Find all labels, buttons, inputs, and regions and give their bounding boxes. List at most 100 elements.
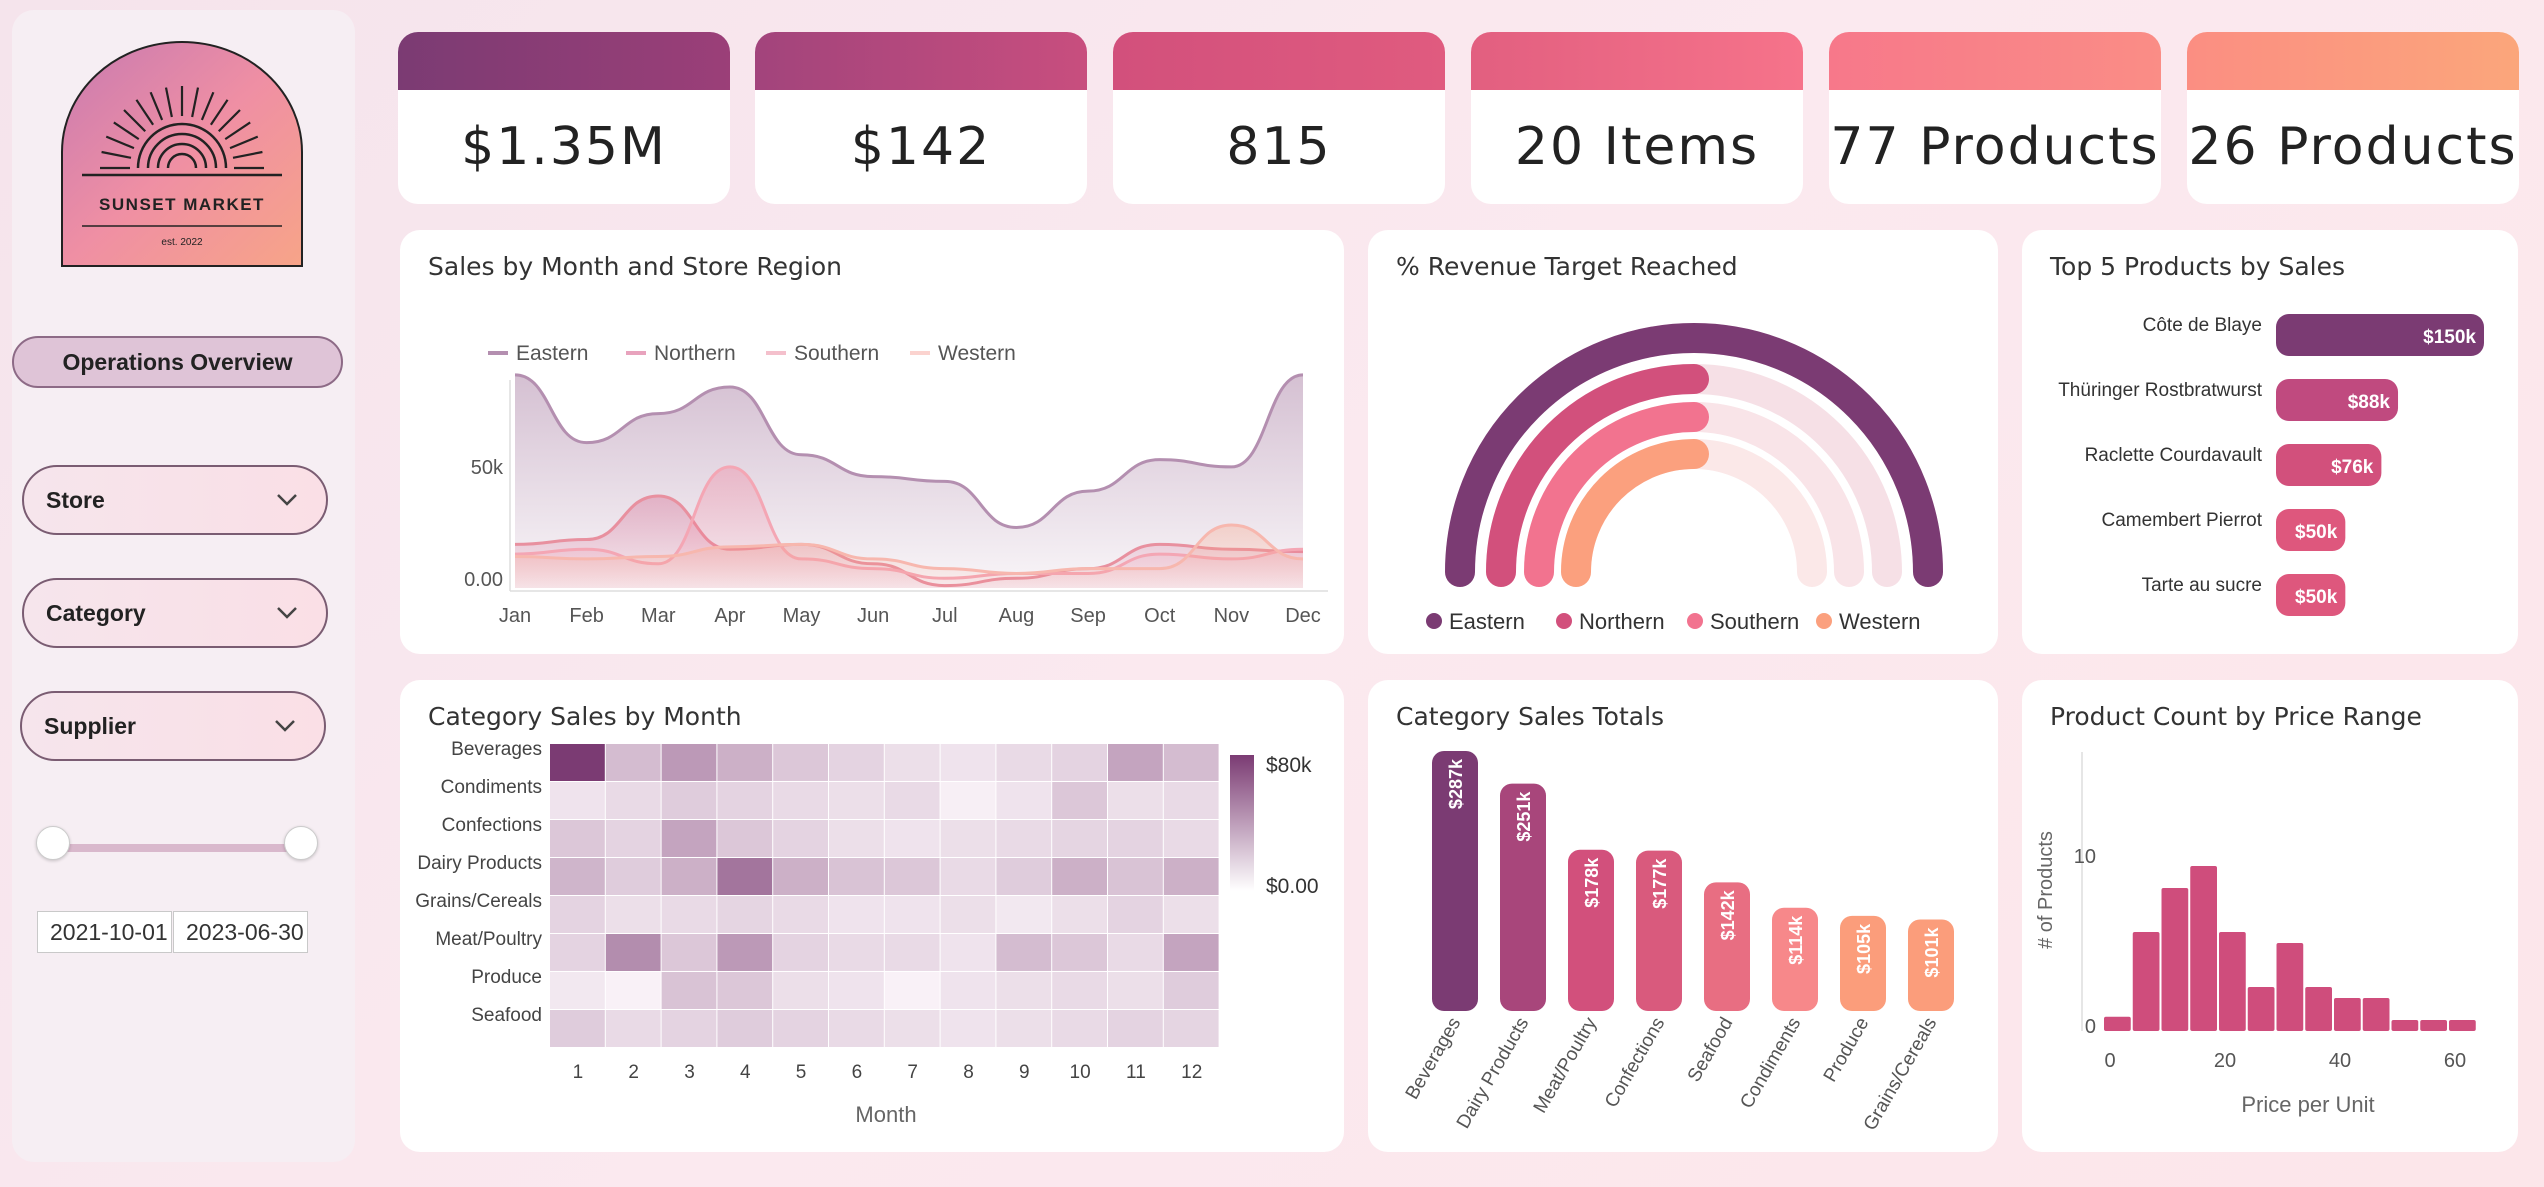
line-western	[514, 523, 1304, 575]
card-title: Category Sales Totals	[1396, 702, 1665, 731]
heatmap-cell	[717, 972, 773, 1009]
heatmap-cell	[1052, 972, 1107, 1009]
x-tick-label: Jan	[499, 605, 531, 627]
price-range-card: Product Count by Price Range 0 20 40 60 0 10 P…	[2022, 680, 2518, 1152]
heatmap-legend-max: $80k	[1266, 754, 1312, 777]
bar-category-label: Beverages	[1402, 1014, 1466, 1103]
heatmap-cell	[1108, 934, 1163, 971]
category-dropdown[interactable]: Category	[22, 578, 328, 648]
heatmap-cell	[1163, 782, 1219, 819]
bar-value-label: $287k	[1446, 758, 1466, 809]
heatmap-row-label: Seafood	[471, 1005, 542, 1026]
heatmap-legend-min: $0.00	[1266, 875, 1319, 898]
store-dropdown[interactable]: Store	[22, 465, 328, 535]
heatmap-cell	[773, 744, 828, 781]
x-tick-label: Nov	[1214, 605, 1250, 627]
supplier-dropdown[interactable]: Supplier	[20, 691, 326, 761]
x-tick-label: 0	[2104, 1050, 2115, 1072]
bar	[1568, 849, 1614, 1011]
heatmap-cell	[940, 934, 996, 971]
revenue-target-chart: Eastern Northern Southern Western	[1426, 323, 1943, 634]
heatmap-cell	[829, 972, 884, 1009]
heatmap-row-label: Confections	[442, 815, 542, 836]
heatmap-cell	[996, 820, 1052, 857]
line-eastern	[514, 373, 1304, 529]
bar-value-label: $76k	[2331, 457, 2374, 478]
legend-label-southern: Southern	[794, 342, 879, 365]
heatmap-cell	[661, 820, 717, 857]
histogram-bar	[2362, 998, 2390, 1031]
bar	[1908, 919, 1954, 1011]
bar-category-label: Tarte au sucre	[2142, 575, 2262, 596]
histogram-bar	[2104, 1016, 2131, 1031]
area-western	[515, 525, 1303, 588]
heatmap-cell	[773, 896, 828, 933]
heatmap-cell	[1163, 820, 1219, 857]
heatmap-cell	[940, 820, 996, 857]
heatmap-cell	[829, 858, 884, 895]
chevron-down-icon	[275, 720, 295, 732]
heatmap-cell	[940, 782, 996, 819]
heatmap-cell	[996, 744, 1052, 781]
heatmap-cell	[773, 820, 828, 857]
bar-category-label: Camembert Pierrot	[2102, 510, 2263, 531]
histogram-bar	[2391, 1020, 2419, 1031]
heatmap-cell	[1108, 858, 1163, 895]
category-heatmap-chart: Beverages Condiments Confections Dairy Prod…	[415, 739, 1319, 1127]
radial-bar-southern	[1524, 402, 1709, 587]
date-range-start-handle[interactable]	[36, 826, 70, 860]
kpi-card-avg-order: $142	[755, 32, 1087, 204]
heatmap-cell	[605, 934, 661, 971]
heatmap-row-label: Produce	[471, 967, 542, 988]
heatmap-col-label: 2	[628, 1062, 639, 1083]
heatmap-cell	[940, 896, 996, 933]
card-title: Category Sales by Month	[428, 702, 742, 731]
x-axis-title: Price per Unit	[2241, 1092, 2374, 1117]
heatmap-cell	[773, 782, 828, 819]
heatmap-col-label: 11	[1126, 1062, 1146, 1083]
y-tick-label: 0.00	[464, 569, 503, 591]
operations-overview-button[interactable]: Operations Overview	[12, 336, 343, 388]
heatmap-cell	[550, 858, 605, 895]
bar	[1432, 751, 1478, 1011]
legend-label-northern: Northern	[1579, 609, 1665, 634]
heatmap-cell	[1052, 896, 1107, 933]
bar	[2276, 444, 2382, 486]
heatmap-row-label: Dairy Products	[417, 853, 542, 874]
sales-by-month-card: Sales by Month and Store Region Eastern N…	[400, 230, 1344, 654]
card-title: % Revenue Target Reached	[1396, 252, 1738, 281]
heatmap-cell	[884, 896, 940, 933]
kpi-card-total-sales: $1.35M	[398, 32, 730, 204]
heatmap-cell	[996, 972, 1052, 1009]
start-date-input[interactable]: 2021-10-01	[37, 911, 172, 953]
bar-category-label: Condiments	[1736, 1014, 1805, 1112]
heatmap-cell	[550, 972, 605, 1009]
bar-value-label: $50k	[2295, 587, 2338, 608]
heatmap-cell	[996, 782, 1052, 819]
kpi-value: 815	[1226, 117, 1332, 177]
category-sales-by-month-card: Category Sales by Month Beverages Condime…	[400, 680, 1344, 1152]
end-date-input[interactable]: 2023-06-30	[173, 911, 308, 953]
heatmap-cell	[605, 744, 661, 781]
legend-dot	[1816, 613, 1832, 629]
date-range-end-handle[interactable]	[284, 826, 318, 860]
heatmap-cell	[884, 972, 940, 1009]
heatmap-cell	[661, 858, 717, 895]
x-tick-label: 60	[2444, 1050, 2466, 1072]
heatmap-cell	[884, 1010, 940, 1047]
kpi-value: 20 Items	[1514, 117, 1760, 177]
bar	[1772, 907, 1818, 1011]
legend-label-eastern: Eastern	[516, 342, 588, 365]
logo: SUNSET MARKET est. 2022	[61, 41, 303, 267]
heatmap-cell	[1052, 782, 1107, 819]
category-dropdown-label: Category	[46, 599, 146, 626]
heatmap-cell	[996, 858, 1052, 895]
bar-value-label: $178k	[1582, 857, 1602, 908]
date-range-slider-track[interactable]	[42, 844, 297, 852]
x-tick-label: Jul	[932, 605, 958, 627]
kpi-card-discontinued: 26 Products	[2187, 32, 2519, 204]
heatmap-cell	[829, 782, 884, 819]
legend-dot	[1687, 613, 1703, 629]
heatmap-cell	[717, 1010, 773, 1047]
heatmap-cell	[717, 820, 773, 857]
